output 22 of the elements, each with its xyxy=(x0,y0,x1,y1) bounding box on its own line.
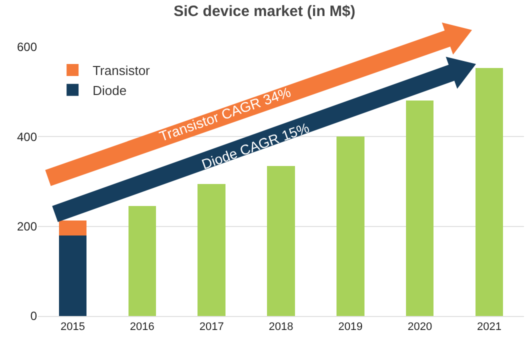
bar xyxy=(198,184,226,316)
bar xyxy=(128,206,156,316)
bar xyxy=(336,136,364,316)
x-tick-label: 2021 xyxy=(477,321,502,334)
x-tick-label: 2019 xyxy=(338,321,363,334)
x-tick-label: 2016 xyxy=(130,321,154,334)
legend-label: Diode xyxy=(92,82,127,98)
bar xyxy=(267,166,295,316)
bar xyxy=(58,220,87,236)
bar xyxy=(58,235,87,316)
y-tick-label: 0 xyxy=(30,309,38,324)
y-tick-label: 200 xyxy=(16,220,38,234)
y-tick-label: 400 xyxy=(16,130,38,144)
bar xyxy=(475,68,504,316)
legend-label: Transistor xyxy=(92,63,151,78)
bar xyxy=(406,100,434,316)
x-tick-label: 2020 xyxy=(408,321,432,334)
y-tick-label: 600 xyxy=(16,40,38,54)
x-tick-label: 2017 xyxy=(199,321,224,334)
x-tick-label: 2018 xyxy=(268,321,294,334)
x-tick-label: 2015 xyxy=(60,321,85,334)
chart-title: SiC device market (in M$) xyxy=(174,2,356,20)
